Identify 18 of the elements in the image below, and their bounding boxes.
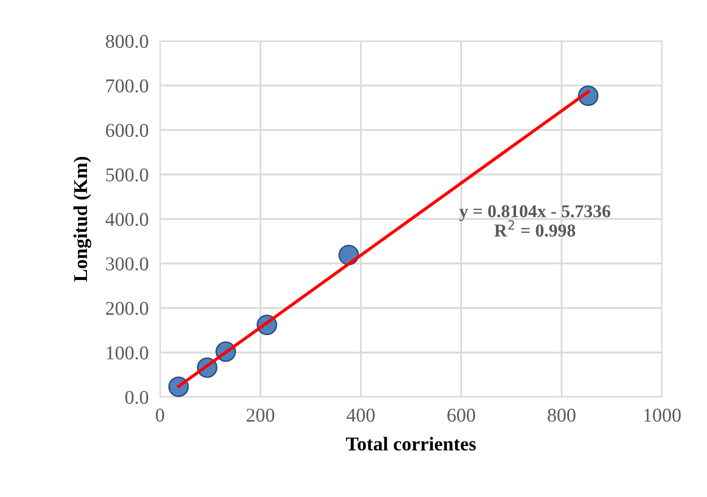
x-tick-label: 200 xyxy=(246,408,274,422)
y-tick-label: 100.0 xyxy=(106,346,148,360)
y-tick-label: 200.0 xyxy=(106,302,148,316)
x-axis-title: Total corrientes xyxy=(346,436,476,451)
annotation: y = 0.8104x - 5.7336 R$^{2}$ = 0.998 xyxy=(459,205,610,237)
y-tick-label: 400.0 xyxy=(106,212,148,226)
y-axis-title: Longitud (Km) xyxy=(73,156,92,282)
x-tick-label: 600 xyxy=(447,408,476,422)
y-tick-label: 0.0 xyxy=(125,390,148,404)
x-tick-label: 0 xyxy=(156,408,164,422)
y-tick-label: 800.0 xyxy=(106,34,148,48)
y-tick-label: 500.0 xyxy=(106,168,148,182)
y-tick-label: 700.0 xyxy=(106,79,148,93)
y-tick-label: 600.0 xyxy=(106,124,148,138)
x-tick-label: 400 xyxy=(346,408,375,422)
x-tick-label: 1000 xyxy=(644,408,681,422)
x-tick-label: 800 xyxy=(548,408,576,422)
y-tick-label: 300.0 xyxy=(106,257,148,271)
